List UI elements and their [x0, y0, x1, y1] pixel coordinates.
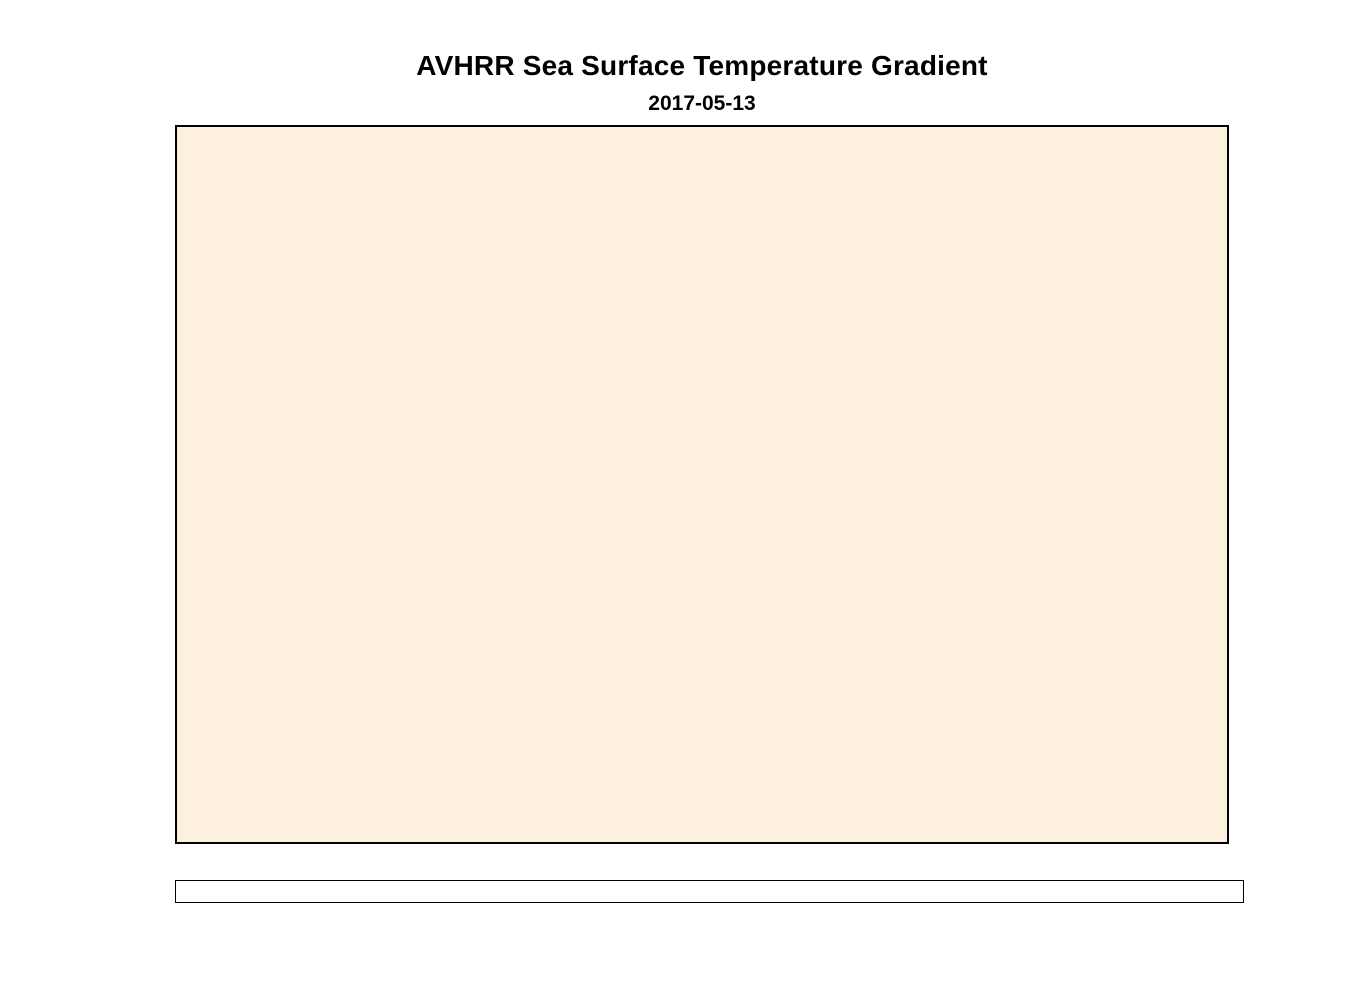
map-overlay	[177, 127, 1227, 842]
map-plot-area	[175, 125, 1229, 844]
sst-gradient-heatmap	[177, 127, 1227, 842]
colorbar-gradient	[176, 881, 1243, 902]
chart-subtitle: 2017-05-13	[648, 92, 756, 115]
chart-title: AVHRR Sea Surface Temperature Gradient	[416, 50, 988, 81]
colorbar	[175, 880, 1244, 903]
